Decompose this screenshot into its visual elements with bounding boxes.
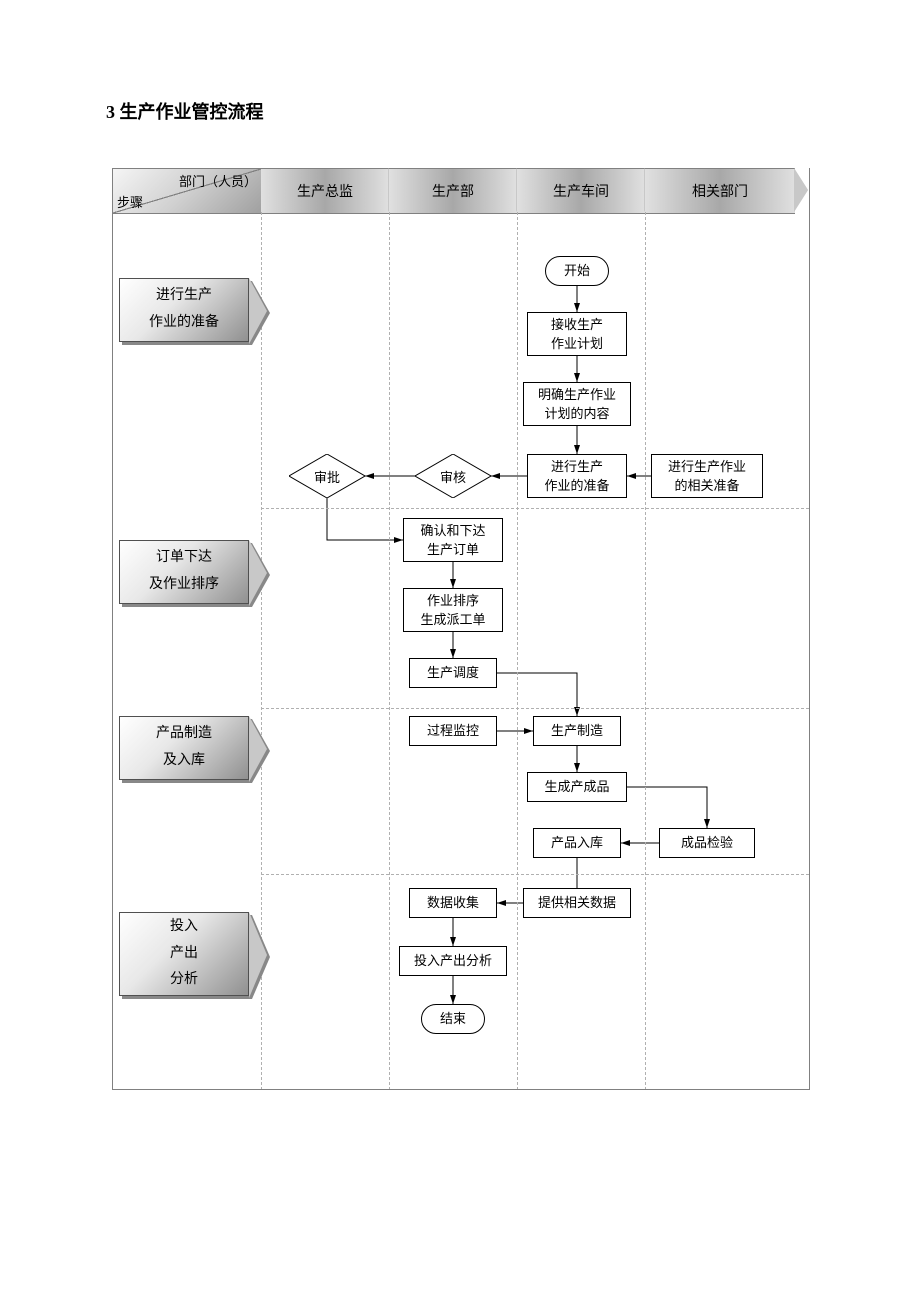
lane-header-workshop: 生产车间 xyxy=(517,168,645,214)
lane-header-arrow-end xyxy=(794,168,808,212)
flowchart-container: 部门（人员） 步骤 生产总监生产部生产车间相关部门进行生产作业的准备订单下达及作… xyxy=(112,168,810,1090)
node-end: 结束 xyxy=(421,1004,485,1034)
node-sequence: 作业排序生成派工单 xyxy=(403,588,503,632)
node-start: 开始 xyxy=(545,256,609,286)
lane-divider xyxy=(645,212,646,1090)
lane-header-related: 相关部门 xyxy=(645,168,795,214)
node-recv: 接收生产作业计划 xyxy=(527,312,627,356)
header-corner: 部门（人员） 步骤 xyxy=(113,168,262,214)
page-title: 3 生产作业管控流程 xyxy=(106,98,264,124)
node-label: 审批 xyxy=(289,454,365,498)
node-clarify: 明确生产作业计划的内容 xyxy=(523,382,631,426)
lane-header-dept: 生产部 xyxy=(389,168,517,214)
edge-dispatch-manufacture xyxy=(497,673,577,716)
node-warehouse: 产品入库 xyxy=(533,828,621,858)
container-bottom-border xyxy=(113,1089,809,1090)
edge-finished-inspect xyxy=(627,787,707,828)
page: 3 生产作业管控流程 部门（人员） 步骤 生产总监生产部生产车间相关部门进行生产… xyxy=(0,0,920,1302)
node-collect: 数据收集 xyxy=(409,888,497,918)
node-related_prep: 进行生产作业的相关准备 xyxy=(651,454,763,498)
node-manufacture: 生产制造 xyxy=(533,716,621,746)
node-approve: 审批 xyxy=(289,454,365,498)
node-dispatch: 生产调度 xyxy=(409,658,497,688)
row-divider xyxy=(261,508,809,509)
lane-divider xyxy=(389,212,390,1090)
node-inspect: 成品检验 xyxy=(659,828,755,858)
row-divider xyxy=(261,874,809,875)
lane-header-director: 生产总监 xyxy=(261,168,389,214)
node-finished: 生成产成品 xyxy=(527,772,627,802)
node-analyze: 投入产出分析 xyxy=(399,946,507,976)
node-monitor: 过程监控 xyxy=(409,716,497,746)
node-provide: 提供相关数据 xyxy=(523,888,631,918)
edge-approve-confirm xyxy=(327,498,403,540)
node-label: 审核 xyxy=(415,454,491,498)
header-corner-top: 部门（人员） xyxy=(179,171,257,190)
node-confirm: 确认和下达生产订单 xyxy=(403,518,503,562)
header-corner-bottom: 步骤 xyxy=(117,192,143,211)
node-review: 审核 xyxy=(415,454,491,498)
lane-divider xyxy=(517,212,518,1090)
node-prepare: 进行生产作业的准备 xyxy=(527,454,627,498)
row-divider xyxy=(261,708,809,709)
